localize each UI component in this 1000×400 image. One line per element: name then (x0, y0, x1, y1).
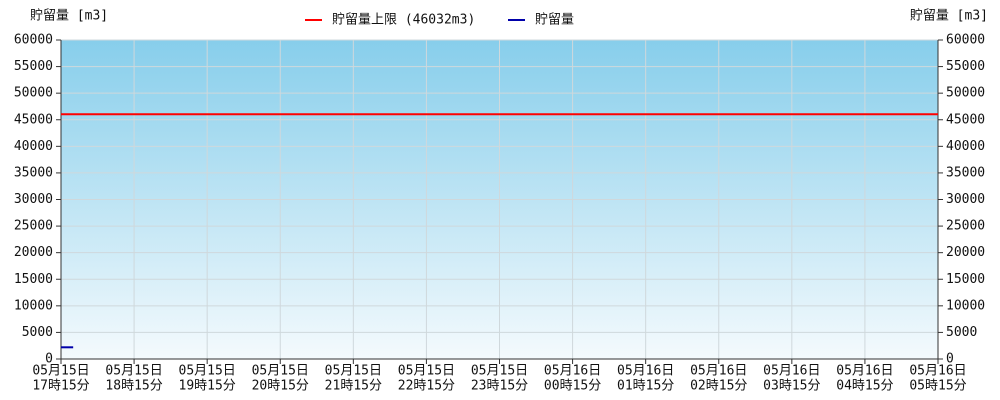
y-tick-label: 50000 (14, 86, 53, 101)
y-tick-label: 10000 (14, 298, 53, 313)
y-tick-label: 15000 (14, 272, 53, 287)
y2-tick-label: 25000 (946, 219, 985, 234)
x-tick-label: 05月15日 (105, 364, 162, 379)
x-tick-label: 05時15分 (909, 379, 966, 394)
y-tick-label: 35000 (14, 165, 53, 180)
x-tick-label: 05月16日 (836, 364, 893, 379)
y2-tick-label: 45000 (946, 112, 985, 127)
y2-tick-label: 60000 (946, 33, 985, 48)
x-tick-label: 03時15分 (763, 379, 820, 394)
y2-tick-label: 0 (946, 352, 954, 367)
x-tick-label: 05月16日 (763, 364, 820, 379)
x-tick-label: 05月16日 (909, 364, 966, 379)
y-tick-label: 45000 (14, 112, 53, 127)
x-tick-label: 17時15分 (32, 379, 89, 394)
y-tick-label: 60000 (14, 33, 53, 48)
x-tick-label: 05月15日 (325, 364, 382, 379)
y2-tick-label: 50000 (946, 86, 985, 101)
y2-tick-label: 20000 (946, 245, 985, 260)
y-tick-label: 55000 (14, 59, 53, 74)
y-tick-label: 5000 (22, 325, 53, 340)
x-tick-label: 18時15分 (105, 379, 162, 394)
y2-tick-label: 10000 (946, 298, 985, 313)
y2-tick-label: 55000 (946, 59, 985, 74)
x-tick-label: 04時15分 (836, 379, 893, 394)
x-tick-label: 05月15日 (32, 364, 89, 379)
x-tick-label: 19時15分 (179, 379, 236, 394)
x-tick-label: 22時15分 (398, 379, 455, 394)
legend-label: 貯留量上限 (46032m3) (332, 13, 475, 28)
legend-label: 貯留量 (535, 13, 574, 28)
x-tick-label: 01時15分 (617, 379, 674, 394)
x-tick-label: 05月15日 (252, 364, 309, 379)
x-tick-label: 05月16日 (690, 364, 747, 379)
y-tick-label: 25000 (14, 219, 53, 234)
y2-tick-label: 40000 (946, 139, 985, 154)
x-tick-label: 20時15分 (252, 379, 309, 394)
x-tick-label: 05月15日 (398, 364, 455, 379)
x-tick-label: 05月15日 (471, 364, 528, 379)
y2-tick-label: 30000 (946, 192, 985, 207)
y-axis-label: 貯留量 [m3] (30, 9, 108, 24)
y-tick-label: 20000 (14, 245, 53, 260)
x-tick-label: 05月16日 (617, 364, 674, 379)
x-tick-label: 23時15分 (471, 379, 528, 394)
x-tick-label: 05月15日 (179, 364, 236, 379)
y2-axis-label: 貯留量 [m3] (910, 9, 988, 24)
x-tick-label: 21時15分 (325, 379, 382, 394)
y2-tick-label: 5000 (946, 325, 977, 340)
y-tick-label: 0 (45, 352, 53, 367)
y-tick-label: 30000 (14, 192, 53, 207)
y2-tick-label: 15000 (946, 272, 985, 287)
x-tick-label: 05月16日 (544, 364, 601, 379)
y-tick-label: 40000 (14, 139, 53, 154)
x-tick-label: 00時15分 (544, 379, 601, 394)
y2-tick-label: 35000 (946, 165, 985, 180)
x-tick-label: 02時15分 (690, 379, 747, 394)
